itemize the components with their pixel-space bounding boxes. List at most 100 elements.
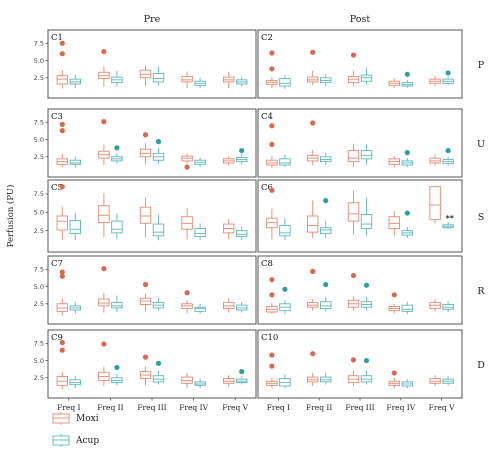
box-moxi-3	[139, 281, 152, 312]
outlier-point	[101, 49, 107, 55]
outlier-point	[363, 357, 370, 364]
panel-frame	[47, 179, 257, 253]
box	[139, 206, 152, 224]
y-tick-label: 7.5	[34, 40, 44, 48]
box	[111, 301, 123, 309]
outlier-point	[114, 145, 120, 151]
box-moxi-1	[56, 340, 68, 390]
outlier-point	[404, 71, 410, 77]
panel-label: C4	[261, 112, 273, 122]
box-moxi-3	[347, 143, 360, 168]
box	[69, 219, 82, 235]
y-tick-label: 2.5	[34, 374, 44, 382]
outlier-point	[239, 147, 245, 154]
column-strip-post	[258, 10, 462, 28]
box	[307, 215, 319, 233]
box-moxi-2	[307, 49, 319, 86]
panel-frame	[47, 29, 257, 99]
box-acup-4	[401, 71, 413, 89]
outlier-point	[404, 150, 410, 156]
box	[347, 202, 360, 222]
box	[69, 159, 82, 165]
box-moxi-2	[307, 120, 319, 166]
column-strip-label-pre: Pre	[144, 14, 161, 25]
x-tick-label: Freq V	[222, 403, 248, 412]
box	[98, 205, 110, 224]
box-moxi-3	[347, 190, 360, 235]
outlier-point	[282, 286, 288, 292]
outlier-point	[59, 273, 65, 279]
box-moxi-4	[181, 372, 193, 389]
outlier-point	[59, 347, 65, 353]
box-moxi-3	[347, 357, 360, 387]
box-moxi-3	[139, 132, 152, 165]
panel-c10: C10 Freq I Freq II Freq III Freq IV Freq V	[257, 329, 463, 412]
box-moxi-4	[388, 210, 400, 236]
box-acup-3	[360, 68, 373, 85]
y-tick-label: 2.5	[34, 74, 44, 82]
box-acup-1	[279, 218, 291, 241]
box-moxi-5	[429, 375, 441, 387]
box-acup-1	[279, 374, 291, 389]
legend-key-box	[52, 435, 70, 446]
box	[152, 223, 165, 237]
box	[152, 73, 165, 83]
box-moxi-4	[181, 71, 193, 89]
box	[279, 158, 291, 166]
outlier-point	[269, 123, 275, 129]
panel-c4: C4	[257, 108, 463, 178]
panel-c3: C3 2.5 5.0 7.5	[34, 108, 257, 178]
box-moxi-4	[181, 290, 193, 314]
legend-item-acup: Acup	[52, 434, 99, 447]
outlier-point	[59, 51, 65, 57]
box-moxi-4	[388, 292, 400, 314]
panel-frame	[257, 179, 463, 253]
box-acup-5	[235, 301, 248, 313]
box-moxi-4	[388, 156, 400, 168]
box-acup-4	[194, 223, 206, 241]
legend-item-moxi: Moxi	[52, 412, 99, 425]
box-acup-2	[320, 198, 332, 238]
box-moxi-2	[98, 341, 110, 387]
panel-c7: C7 2.5 5.0 7.5	[34, 255, 257, 325]
box-acup-2	[111, 213, 123, 240]
box-moxi-5	[222, 218, 235, 240]
outlier-point	[184, 164, 190, 170]
x-tick-label: Freq IV	[386, 403, 415, 412]
outlier-point	[445, 70, 451, 76]
outlier-point	[269, 277, 275, 283]
box-acup-2	[320, 74, 332, 87]
outlier-point	[59, 340, 65, 346]
box-acup-5	[235, 368, 248, 385]
box-acup-4	[194, 303, 206, 314]
box-acup-4	[194, 77, 206, 89]
box-moxi-5	[429, 75, 441, 87]
box-moxi-5	[222, 375, 235, 387]
box	[194, 306, 206, 312]
box-moxi-5	[429, 185, 441, 224]
box-acup-4	[401, 379, 413, 389]
panel-frame	[257, 108, 463, 178]
box-acup-3	[360, 144, 373, 166]
box-acup-4	[194, 378, 206, 389]
panel-c6: C6 **	[257, 179, 463, 253]
box-acup-4	[401, 150, 413, 168]
box	[279, 225, 291, 237]
outlier-point	[350, 52, 357, 58]
box-moxi-4	[388, 370, 400, 389]
box-moxi-1	[266, 277, 278, 315]
outlier-point	[155, 360, 162, 366]
box-acup-5	[442, 70, 454, 86]
outlier-point	[323, 198, 329, 204]
outlier-point	[445, 147, 451, 154]
box-moxi-1	[266, 352, 278, 389]
box-acup-5	[235, 147, 248, 165]
box-acup-2	[320, 152, 332, 166]
box-moxi-1	[56, 269, 68, 316]
panel-label: C6	[261, 183, 273, 193]
outlier-point	[114, 364, 120, 371]
outlier-point	[350, 357, 357, 363]
outlier-point	[239, 368, 245, 375]
outlier-point	[155, 139, 162, 145]
panel-c2: C2	[257, 29, 463, 99]
